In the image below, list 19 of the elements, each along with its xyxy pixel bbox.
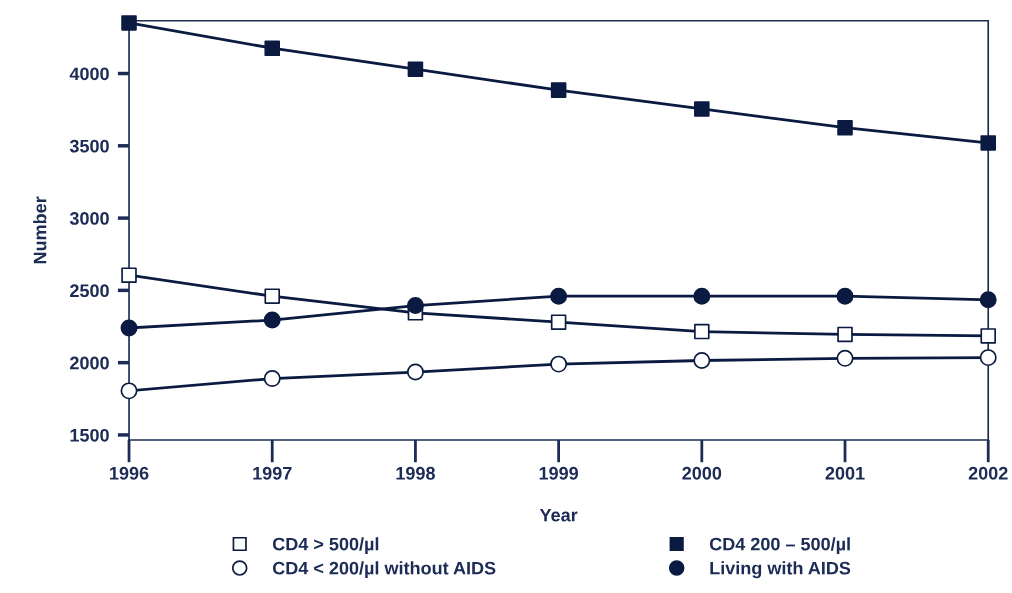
x-tick-label: 2002 [968, 466, 1008, 480]
y-tick-label: 4000 [69, 67, 109, 81]
y-tick-label: 3000 [69, 212, 109, 225]
x-tick-label: 1996 [110, 466, 149, 480]
y-tick-label: 2000 [70, 356, 109, 370]
y-tick-label: 3500 [69, 139, 109, 153]
legend-label: CD4 < 200/µl without AIDS [272, 561, 496, 579]
legend-label: CD4 200 – 500/µl [709, 537, 850, 555]
y-axis-title: Number [33, 196, 47, 264]
y-tick-label: 1500 [70, 428, 109, 442]
legend-label: CD4 > 500/µl [272, 537, 379, 555]
y-tick-label: 2500 [70, 284, 109, 298]
x-tick-label: 1997 [253, 466, 292, 480]
x-tick-label: 1998 [396, 466, 435, 480]
x-tick-label: 2001 [825, 466, 865, 480]
x-tick-label: 2000 [682, 466, 722, 480]
x-tick-label: 1999 [539, 466, 579, 480]
legend-label: Living with AIDS [710, 561, 851, 579]
x-axis-title: Year [539, 508, 578, 522]
